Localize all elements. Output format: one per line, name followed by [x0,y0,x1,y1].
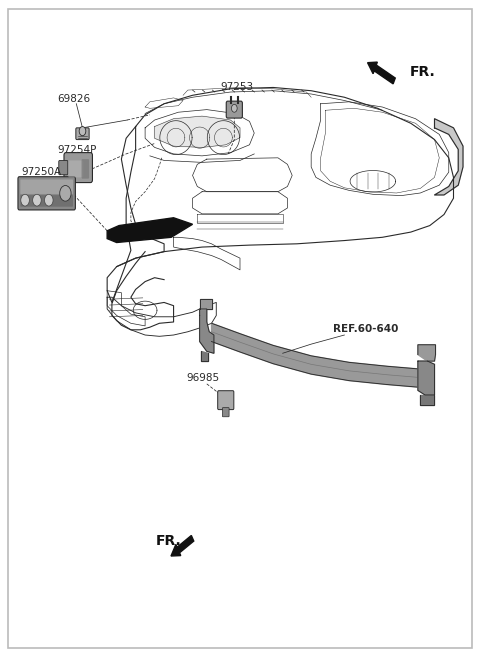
FancyBboxPatch shape [222,407,229,417]
Polygon shape [155,116,240,147]
Polygon shape [201,351,208,361]
Circle shape [45,194,53,206]
Circle shape [60,185,71,201]
Polygon shape [200,299,212,309]
FancyArrow shape [171,535,194,556]
Text: 96985: 96985 [187,373,220,382]
Polygon shape [420,395,433,405]
Polygon shape [418,361,434,395]
Text: 97250A: 97250A [22,167,62,177]
FancyBboxPatch shape [59,160,68,175]
FancyBboxPatch shape [68,160,84,177]
Text: 97253: 97253 [220,82,253,92]
Circle shape [79,127,86,136]
FancyBboxPatch shape [226,101,242,118]
FancyBboxPatch shape [18,177,75,210]
Polygon shape [434,119,463,195]
FancyBboxPatch shape [20,179,73,194]
Text: REF.60-640: REF.60-640 [333,325,398,334]
Text: FR.: FR. [156,533,181,548]
FancyBboxPatch shape [64,152,93,183]
FancyBboxPatch shape [82,159,89,179]
Circle shape [21,194,29,206]
FancyBboxPatch shape [218,391,234,409]
Text: FR.: FR. [410,65,436,79]
Polygon shape [107,217,192,242]
Polygon shape [418,345,435,361]
Circle shape [231,104,237,112]
Polygon shape [200,309,214,353]
FancyBboxPatch shape [76,128,89,139]
FancyArrow shape [368,62,395,84]
Text: 69826: 69826 [57,94,90,104]
FancyBboxPatch shape [20,195,73,207]
Circle shape [33,194,41,206]
Text: 97254P: 97254P [57,145,96,154]
Polygon shape [212,323,418,387]
